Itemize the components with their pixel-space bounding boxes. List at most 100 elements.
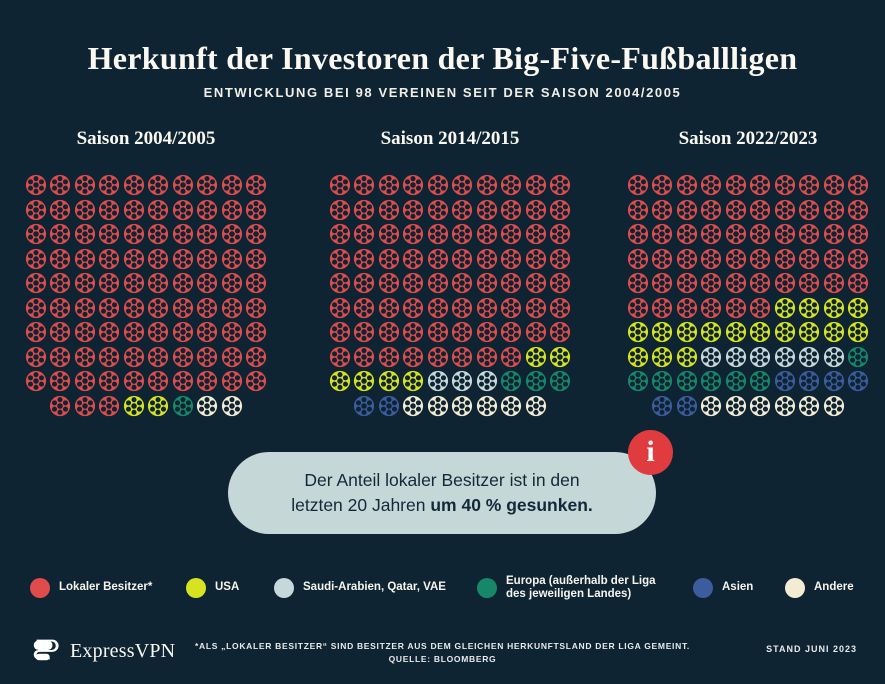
football-icon <box>525 272 547 294</box>
waffle-row <box>23 199 269 221</box>
football-icon <box>725 223 747 245</box>
football-icon <box>329 199 351 221</box>
football-icon <box>798 174 820 196</box>
football-icon <box>823 248 845 270</box>
expressvpn-logo-icon <box>30 634 60 669</box>
legend-item: Asien <box>693 568 753 608</box>
football-icon <box>196 223 218 245</box>
football-icon <box>353 174 375 196</box>
football-icon <box>329 248 351 270</box>
football-icon <box>476 321 498 343</box>
football-icon <box>49 248 71 270</box>
football-icon <box>353 248 375 270</box>
football-icon <box>549 248 571 270</box>
football-icon <box>774 297 796 319</box>
football-icon <box>774 174 796 196</box>
football-icon <box>221 199 243 221</box>
football-icon <box>378 395 400 417</box>
football-icon <box>353 321 375 343</box>
football-icon <box>353 272 375 294</box>
football-icon <box>172 370 194 392</box>
season-label: Saison 2014/2015 <box>380 128 520 149</box>
page-title: Herkunft der Investoren der Big-Five-Fuß… <box>87 40 798 76</box>
football-icon <box>147 199 169 221</box>
football-icon <box>221 395 243 417</box>
football-icon <box>451 248 473 270</box>
football-icon <box>549 272 571 294</box>
football-icon <box>725 321 747 343</box>
legend-label: Andere <box>814 581 854 594</box>
waffle-row <box>23 321 269 343</box>
football-icon <box>676 395 698 417</box>
waffle-row <box>625 272 871 294</box>
legend-color-dot <box>274 578 294 598</box>
football-icon <box>700 370 722 392</box>
football-icon <box>402 370 424 392</box>
football-icon <box>123 346 145 368</box>
football-icon <box>147 174 169 196</box>
football-icon <box>25 174 47 196</box>
waffle-row <box>327 297 573 319</box>
football-icon <box>749 297 771 319</box>
football-icon <box>500 321 522 343</box>
football-icon <box>500 248 522 270</box>
football-icon <box>49 370 71 392</box>
football-icon <box>402 223 424 245</box>
football-icon <box>196 199 218 221</box>
football-icon <box>221 223 243 245</box>
football-icon <box>245 199 267 221</box>
football-icon <box>676 297 698 319</box>
football-icon <box>823 272 845 294</box>
football-icon <box>402 321 424 343</box>
football-icon <box>353 395 375 417</box>
waffle-grid-2004-2005 <box>23 174 269 417</box>
football-icon <box>123 174 145 196</box>
football-icon <box>651 223 673 245</box>
football-icon <box>378 174 400 196</box>
football-icon <box>700 272 722 294</box>
football-icon <box>847 370 869 392</box>
football-icon <box>549 199 571 221</box>
callout-box: Der Anteil lokaler Besitzer ist in den l… <box>228 452 656 534</box>
football-icon <box>402 346 424 368</box>
football-icon <box>49 346 71 368</box>
football-icon <box>774 395 796 417</box>
football-icon <box>378 346 400 368</box>
legend-label: Asien <box>722 581 754 594</box>
football-icon <box>774 346 796 368</box>
football-icon <box>525 321 547 343</box>
football-icon <box>427 346 449 368</box>
waffle-row <box>327 272 573 294</box>
football-icon <box>245 297 267 319</box>
football-icon <box>651 321 673 343</box>
football-icon <box>329 321 351 343</box>
waffle-row <box>625 248 871 270</box>
football-icon <box>725 346 747 368</box>
waffle-row <box>625 223 871 245</box>
football-icon <box>774 248 796 270</box>
football-icon <box>329 174 351 196</box>
football-icon <box>196 297 218 319</box>
football-icon <box>725 272 747 294</box>
football-icon <box>500 174 522 196</box>
football-icon <box>378 297 400 319</box>
football-icon <box>25 297 47 319</box>
football-icon <box>847 321 869 343</box>
football-icon <box>798 297 820 319</box>
football-icon <box>676 346 698 368</box>
info-icon: i <box>628 430 673 475</box>
football-icon <box>196 174 218 196</box>
football-icon <box>25 199 47 221</box>
waffle-row <box>23 370 269 392</box>
legend-label: Saudi-Arabien, Qatar, VAE <box>303 581 446 594</box>
football-icon <box>627 223 649 245</box>
football-icon <box>196 248 218 270</box>
football-icon <box>123 321 145 343</box>
football-icon <box>725 297 747 319</box>
football-icon <box>476 223 498 245</box>
football-icon <box>74 346 96 368</box>
football-icon <box>525 223 547 245</box>
football-icon <box>25 321 47 343</box>
football-icon <box>798 395 820 417</box>
football-icon <box>476 174 498 196</box>
